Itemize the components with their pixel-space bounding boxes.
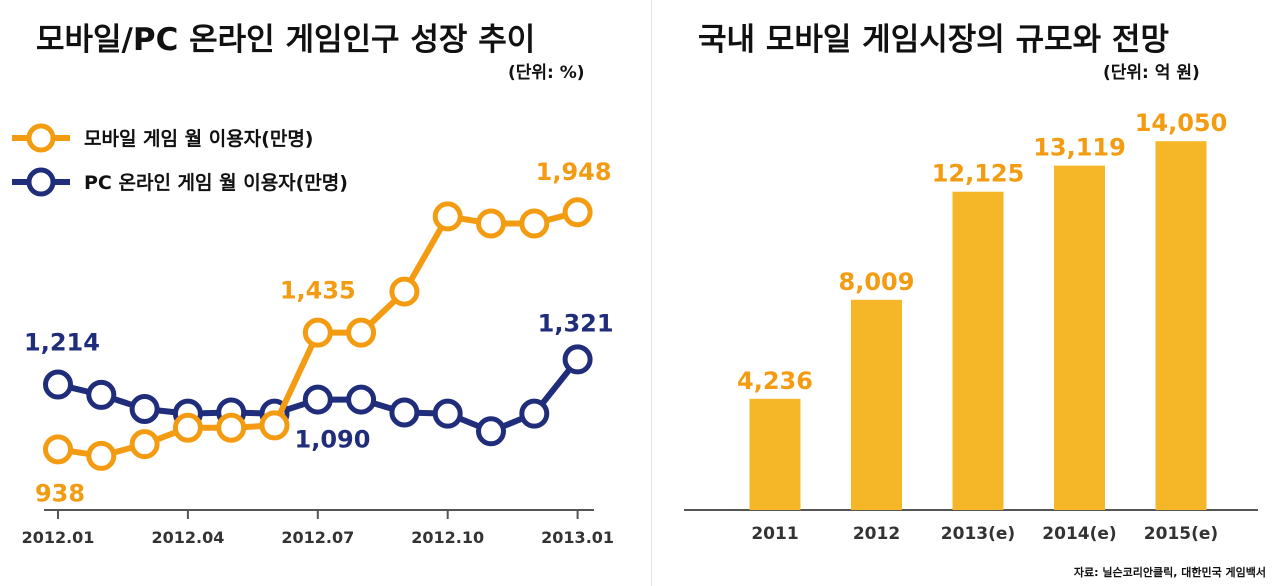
x-tick-label: 2012.04	[151, 528, 224, 547]
data-point	[432, 398, 463, 429]
data-label: 1,321	[538, 309, 614, 337]
panel-divider	[651, 0, 652, 586]
data-point	[172, 412, 203, 443]
bar-category-label: 2011	[751, 524, 798, 544]
x-tick-label: 2012.07	[281, 528, 354, 547]
data-point	[562, 344, 593, 375]
data-point	[302, 317, 333, 348]
bar-chart-panel: 국내 모바일 게임시장의 규모와 전망 (단위: 억 원) 4,236 2011 8…	[660, 0, 1280, 586]
data-point	[86, 440, 117, 471]
data-point	[476, 208, 506, 239]
x-tick-label: 2013.01	[541, 528, 614, 547]
left-chart-unit: (단위: %)	[508, 63, 585, 83]
bar	[749, 398, 801, 510]
bar-value-label: 14,050	[1135, 109, 1228, 137]
data-point	[129, 429, 160, 460]
x-tick-label: 2012.10	[411, 528, 484, 547]
data-point	[129, 393, 160, 424]
data-point	[346, 317, 377, 348]
data-label: 1,214	[24, 329, 100, 357]
bar	[851, 299, 902, 510]
left-chart-title: 모바일/PC 온라인 게임인구 성장 추이	[36, 22, 536, 58]
data-point	[43, 434, 73, 465]
data-point	[519, 398, 550, 429]
data-point	[432, 201, 463, 232]
data-point	[302, 384, 333, 415]
bar-value-label: 8,009	[839, 268, 915, 296]
bar	[952, 191, 1004, 510]
line-chart: 2012.01 2012.04 2012.07 2012.10 2013.01 모바일 게…	[12, 123, 614, 547]
bar-value-label: 12,125	[932, 160, 1025, 188]
line-chart-panel: 모바일/PC 온라인 게임인구 성장 추이 (단위: %) 2012.01 201…	[12, 22, 614, 547]
bar-chart: 4,236 2011 8,009 2012 12,125 2013(e) 13,119 201…	[684, 109, 1258, 544]
data-point	[43, 369, 73, 400]
bar-category-label: 2013(e)	[941, 524, 1015, 544]
data-point	[476, 416, 506, 447]
data-point	[346, 384, 377, 415]
source-note: 자료: 닐슨코리안클릭, 대한민국 게임백서	[1073, 566, 1266, 579]
bar-category-label: 2014(e)	[1042, 524, 1116, 544]
bar-value-label: 13,119	[1033, 134, 1126, 162]
bar-category-label: 2012	[853, 524, 900, 544]
x-tick-label: 2012.01	[22, 528, 95, 547]
data-point	[259, 410, 290, 441]
right-chart-title: 국내 모바일 게임시장의 규모와 전망	[698, 22, 1169, 58]
right-chart-unit: (단위: 억 원)	[1103, 63, 1200, 83]
bar	[1155, 141, 1207, 510]
data-label: 1,948	[536, 158, 612, 186]
data-point	[216, 412, 247, 443]
data-label: 938	[35, 479, 85, 507]
legend-marker-1	[26, 167, 56, 197]
bar	[1054, 165, 1105, 510]
data-label: 1,435	[280, 277, 356, 305]
legend-marker-0	[26, 123, 56, 153]
data-point	[562, 197, 593, 228]
legend-label-0: 모바일 게임 월 이용자(만명)	[84, 128, 314, 150]
bar-value-label: 4,236	[737, 367, 813, 395]
data-point	[519, 208, 550, 239]
data-point	[389, 397, 420, 428]
legend-label-1: PC 온라인 게임 월 이용자(만명)	[84, 172, 348, 194]
data-point	[389, 276, 420, 307]
data-point	[86, 379, 117, 410]
data-label: 1,090	[295, 426, 371, 454]
bar-category-label: 2015(e)	[1144, 524, 1218, 544]
